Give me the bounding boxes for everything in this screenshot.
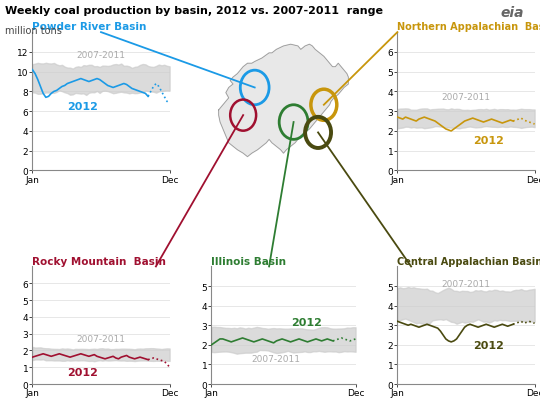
Text: 2007-2011: 2007-2011 — [442, 279, 490, 288]
Text: 2007-2011: 2007-2011 — [442, 93, 490, 102]
Text: million tons: million tons — [5, 26, 62, 36]
Text: Rocky Mountain  Basin: Rocky Mountain Basin — [32, 256, 166, 266]
Text: 2012: 2012 — [67, 102, 98, 112]
Text: 2012: 2012 — [67, 367, 98, 377]
Text: 2007-2011: 2007-2011 — [77, 51, 125, 60]
Text: 2007-2011: 2007-2011 — [252, 354, 301, 363]
Text: Central Appalachian Basin: Central Appalachian Basin — [397, 256, 540, 266]
Text: eia: eia — [500, 6, 524, 20]
Polygon shape — [219, 45, 348, 157]
Text: Powder River Basin: Powder River Basin — [32, 22, 147, 32]
Text: Weekly coal production by basin, 2012 vs. 2007-2011  range: Weekly coal production by basin, 2012 vs… — [5, 6, 383, 16]
Text: 2012: 2012 — [291, 318, 322, 328]
Text: 2012: 2012 — [473, 340, 504, 350]
Text: Northern Appalachian  Basin: Northern Appalachian Basin — [397, 22, 540, 32]
Text: 2012: 2012 — [473, 135, 504, 145]
Text: Illinois Basin: Illinois Basin — [212, 256, 286, 266]
Text: 2007-2011: 2007-2011 — [77, 335, 125, 343]
